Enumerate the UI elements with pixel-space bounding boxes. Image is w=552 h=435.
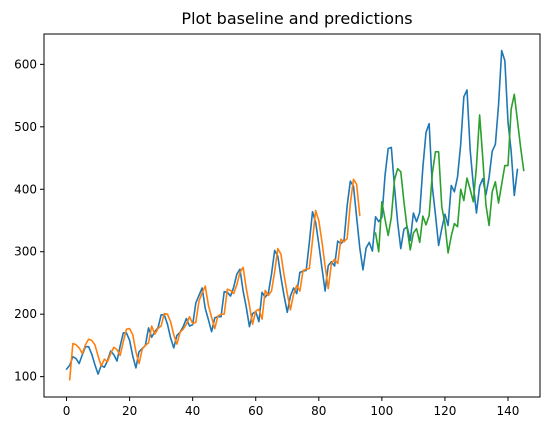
x-tick-label: 40 bbox=[185, 404, 200, 418]
y-tick-label: 500 bbox=[14, 120, 37, 134]
x-tick-label: 80 bbox=[311, 404, 326, 418]
axes-frame bbox=[43, 33, 541, 398]
x-tick-label: 60 bbox=[248, 404, 263, 418]
y-tick-label: 200 bbox=[14, 307, 37, 321]
y-axis: 100 200 300 400 500 600 bbox=[14, 57, 44, 384]
series-layer bbox=[65, 49, 525, 381]
chart-title: Plot baseline and predictions bbox=[181, 9, 412, 28]
x-tick-label: 0 bbox=[63, 404, 71, 418]
y-tick-label: 300 bbox=[14, 245, 37, 259]
x-tick-label: 140 bbox=[497, 404, 520, 418]
x-tick-label: 20 bbox=[122, 404, 137, 418]
series-line-3 bbox=[374, 93, 525, 254]
y-tick-label: 100 bbox=[14, 370, 37, 384]
series-line-1 bbox=[65, 49, 519, 375]
x-axis: 0 20 40 60 80 100 120 140 bbox=[63, 397, 520, 418]
series-line-2 bbox=[68, 178, 361, 381]
x-tick-label: 120 bbox=[433, 404, 456, 418]
y-tick-label: 400 bbox=[14, 182, 37, 196]
y-tick-label: 600 bbox=[14, 57, 37, 71]
x-tick-label: 100 bbox=[370, 404, 393, 418]
